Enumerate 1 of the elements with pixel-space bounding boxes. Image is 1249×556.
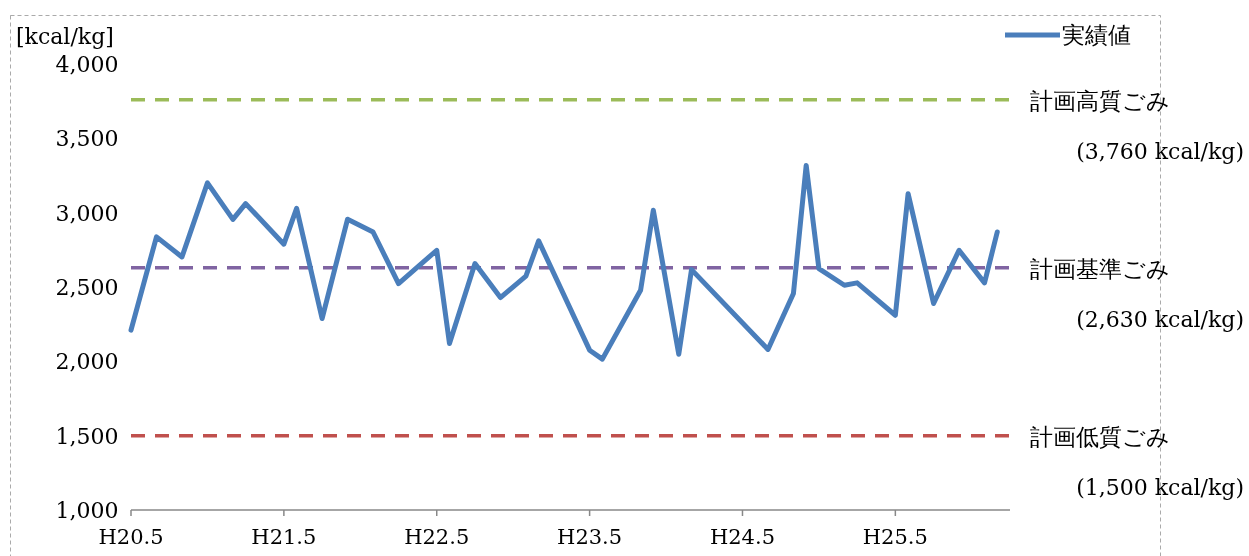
ylabel: [kcal/kg] [16, 24, 114, 49]
